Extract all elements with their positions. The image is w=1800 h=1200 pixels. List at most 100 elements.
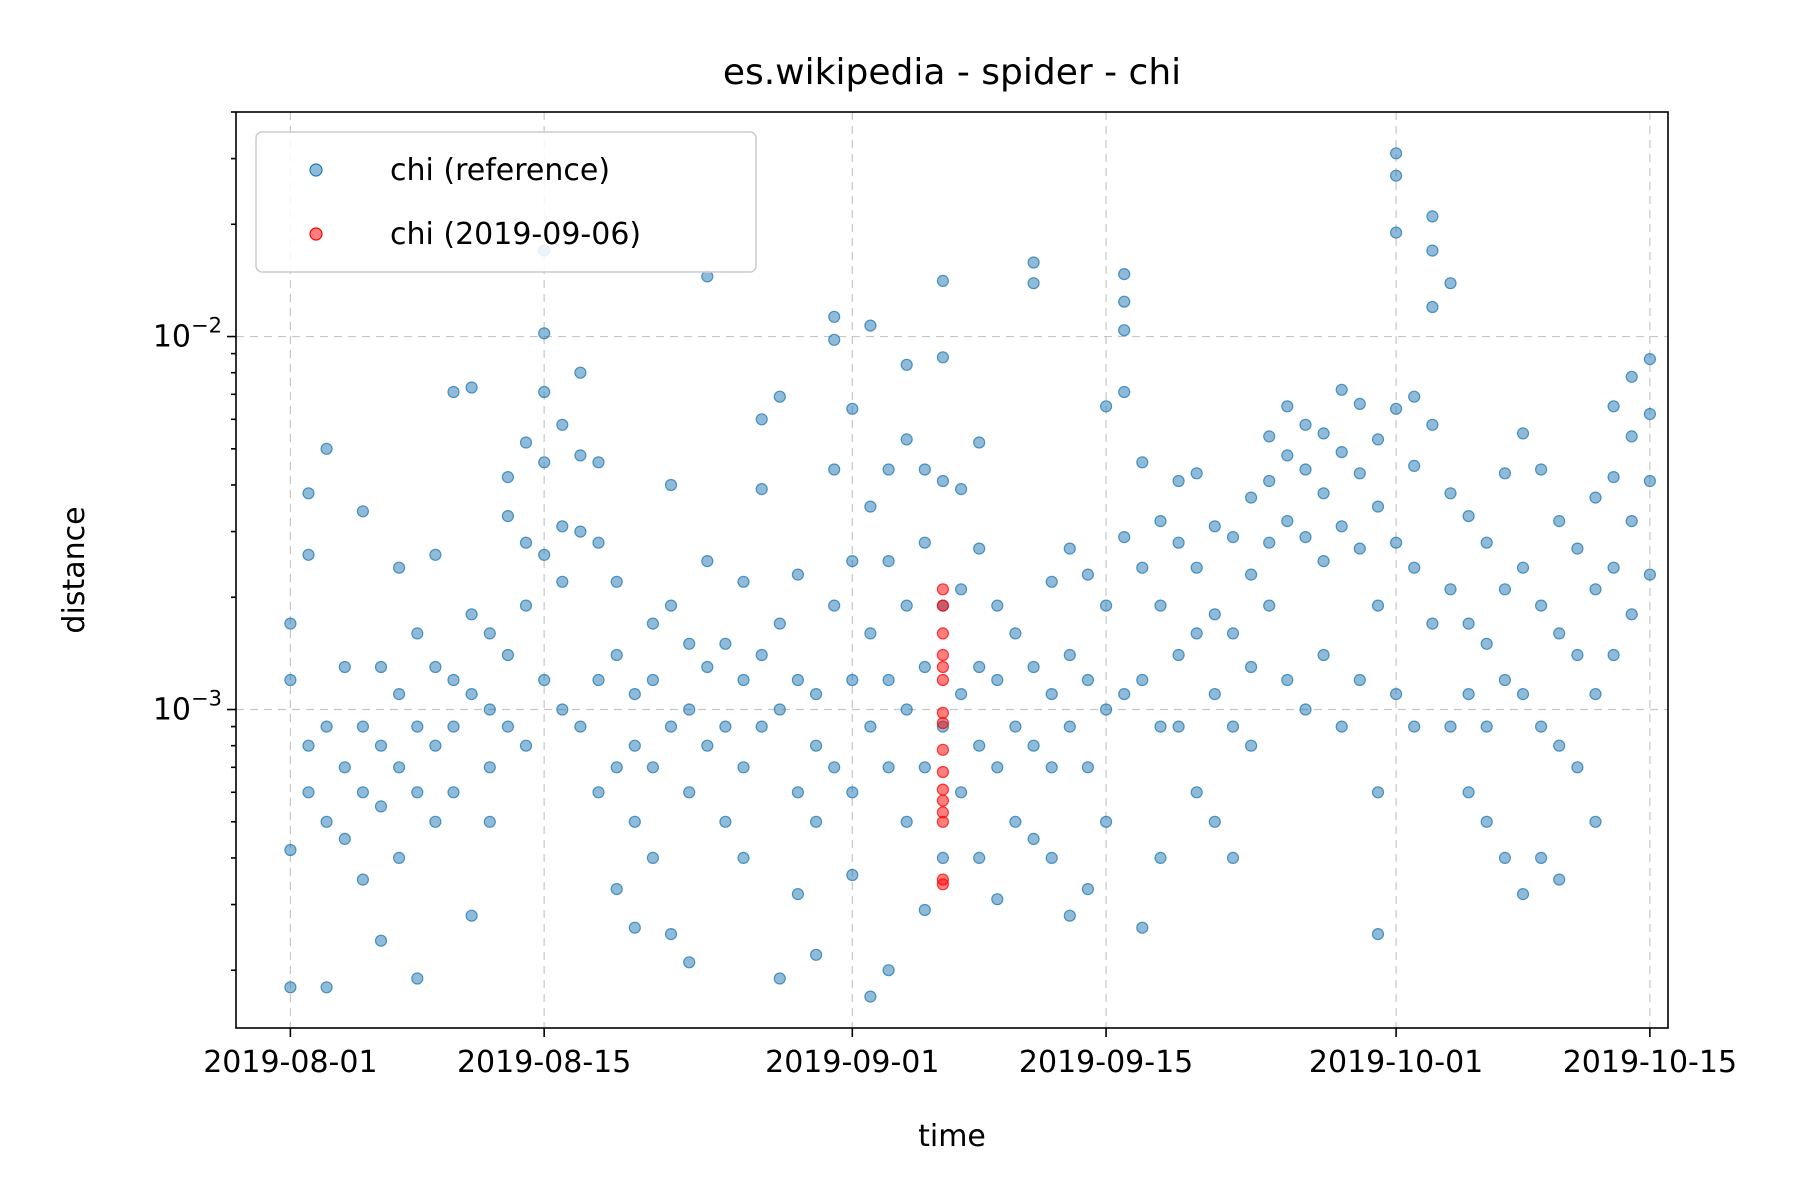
y-axis-label: distance bbox=[57, 506, 92, 633]
data-point bbox=[936, 743, 950, 756]
data-point bbox=[1408, 720, 1421, 733]
data-point bbox=[393, 561, 406, 574]
data-point bbox=[1534, 599, 1548, 612]
data-point bbox=[556, 520, 569, 533]
x-tick-label: 2019-10-15 bbox=[1563, 1045, 1737, 1080]
data-point bbox=[1571, 648, 1584, 662]
data-point bbox=[991, 673, 1004, 687]
x-tick-label: 2019-08-01 bbox=[203, 1045, 377, 1080]
data-point bbox=[374, 739, 388, 752]
data-point bbox=[393, 687, 406, 701]
data-point bbox=[828, 599, 841, 612]
data-point bbox=[719, 720, 732, 733]
data-point bbox=[1371, 500, 1385, 513]
data-point bbox=[773, 390, 786, 403]
data-point bbox=[900, 433, 913, 446]
data-point bbox=[1444, 277, 1457, 290]
data-point bbox=[556, 703, 569, 716]
data-point bbox=[683, 637, 696, 650]
data-point bbox=[1009, 720, 1022, 733]
data-point bbox=[991, 893, 1004, 906]
data-point bbox=[791, 673, 805, 687]
data-point bbox=[429, 548, 442, 561]
data-point bbox=[519, 436, 533, 449]
data-point bbox=[429, 660, 442, 674]
data-point bbox=[755, 720, 768, 733]
data-point bbox=[1389, 687, 1403, 701]
data-point bbox=[501, 648, 514, 662]
data-point bbox=[1299, 703, 1312, 716]
data-point bbox=[701, 660, 714, 674]
data-point bbox=[1426, 210, 1439, 223]
data-point bbox=[501, 509, 514, 523]
data-point bbox=[1625, 514, 1638, 528]
data-point bbox=[936, 583, 950, 596]
data-point bbox=[1625, 430, 1638, 443]
data-point bbox=[755, 648, 768, 662]
data-point bbox=[936, 474, 950, 488]
data-point bbox=[320, 815, 333, 828]
data-point bbox=[1643, 568, 1657, 581]
data-point bbox=[1335, 446, 1348, 459]
data-point bbox=[429, 739, 442, 752]
x-tick-label: 2019-09-01 bbox=[765, 1045, 939, 1080]
plot-frame bbox=[235, 111, 1669, 1029]
data-point bbox=[1643, 474, 1657, 488]
data-point bbox=[664, 599, 678, 612]
data-point bbox=[1263, 430, 1276, 443]
data-point bbox=[1136, 921, 1149, 934]
data-point bbox=[1371, 927, 1385, 941]
data-point bbox=[719, 637, 732, 650]
data-point bbox=[1154, 720, 1167, 733]
data-point bbox=[592, 456, 605, 469]
data-point bbox=[900, 599, 913, 612]
data-point bbox=[1607, 648, 1620, 662]
data-point bbox=[483, 627, 496, 640]
data-point bbox=[1317, 648, 1330, 662]
data-point bbox=[447, 720, 460, 733]
data-point bbox=[809, 948, 823, 961]
data-point bbox=[1063, 542, 1076, 555]
data-point bbox=[1045, 687, 1058, 701]
data-point bbox=[1118, 268, 1131, 281]
data-point bbox=[828, 761, 841, 774]
data-point bbox=[411, 627, 424, 640]
data-point bbox=[683, 786, 696, 799]
data-point bbox=[1607, 561, 1620, 574]
data-point bbox=[356, 720, 369, 733]
data-point bbox=[538, 548, 551, 561]
data-point bbox=[320, 720, 333, 733]
data-point bbox=[1063, 648, 1076, 662]
data-point bbox=[1408, 561, 1421, 574]
data-point bbox=[846, 786, 859, 799]
data-point bbox=[1027, 277, 1040, 290]
data-point bbox=[447, 673, 460, 687]
data-point bbox=[1625, 370, 1638, 383]
data-point bbox=[1553, 627, 1566, 640]
data-point bbox=[1244, 491, 1258, 504]
data-point bbox=[864, 990, 877, 1003]
data-point bbox=[882, 463, 895, 476]
data-point bbox=[592, 536, 605, 549]
data-point bbox=[610, 882, 623, 896]
data-point bbox=[1045, 851, 1058, 865]
data-point bbox=[574, 525, 587, 538]
data-point bbox=[664, 720, 678, 733]
data-point bbox=[284, 981, 297, 994]
data-point bbox=[1553, 873, 1566, 886]
data-point bbox=[1099, 599, 1113, 612]
data-point bbox=[755, 483, 768, 496]
data-point bbox=[1226, 851, 1240, 865]
data-point bbox=[846, 402, 859, 415]
data-point bbox=[1589, 687, 1602, 701]
data-point bbox=[1244, 568, 1258, 581]
data-point bbox=[1408, 390, 1421, 403]
data-point bbox=[483, 815, 496, 828]
data-point bbox=[1190, 561, 1203, 574]
data-point bbox=[1444, 583, 1457, 596]
data-point bbox=[1263, 536, 1276, 549]
data-point bbox=[1589, 815, 1602, 828]
data-point bbox=[1136, 456, 1149, 469]
data-point bbox=[737, 673, 750, 687]
data-point bbox=[1516, 427, 1530, 440]
